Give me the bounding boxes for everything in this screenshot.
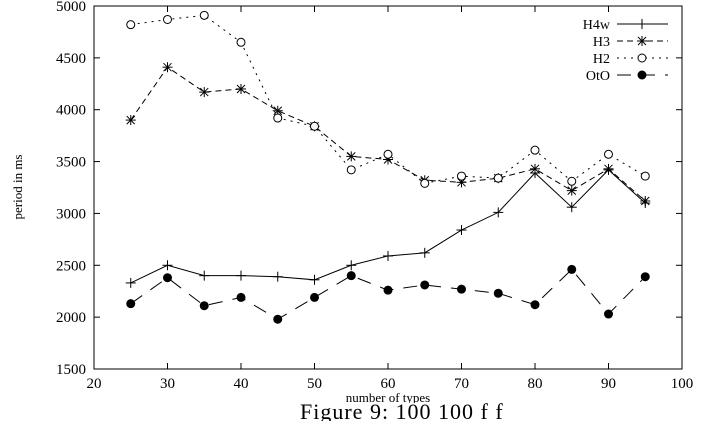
- legend-label: H2: [593, 52, 610, 67]
- y-tick-label: 2000: [56, 310, 86, 326]
- x-tick-label: 100: [671, 376, 694, 392]
- data-point: [199, 270, 210, 281]
- y-tick-label: 4500: [56, 51, 86, 67]
- axis-ticks: 20 30 40 50 60 70 80 90 100 1500 2000 2500 3000 3500 4…: [56, 0, 693, 392]
- y-tick-label: 1500: [56, 362, 86, 378]
- data-point: [126, 299, 136, 309]
- legend-label: OtO: [586, 69, 610, 84]
- data-point: [493, 288, 503, 298]
- data-point: [567, 264, 577, 274]
- data-point: [163, 14, 172, 24]
- data-point: [199, 301, 209, 311]
- data-point: [457, 284, 466, 294]
- data-point: [566, 202, 577, 213]
- x-tick-label: 30: [160, 376, 175, 392]
- data-point: [273, 314, 283, 324]
- x-tick-label: 20: [87, 376, 102, 392]
- data-point: [236, 292, 246, 302]
- data-point: [346, 165, 356, 175]
- data-point: [346, 151, 357, 162]
- x-tick-label: 80: [528, 376, 543, 392]
- data-point: [346, 271, 356, 281]
- data-point: [162, 260, 173, 271]
- legend-marker: [637, 53, 647, 63]
- legend-label: H3: [593, 35, 610, 50]
- data-point: [199, 87, 210, 98]
- y-tick-label: 3000: [56, 206, 86, 222]
- data-point: [566, 185, 577, 196]
- legend-label: H4w: [583, 18, 611, 33]
- x-axis-label: number of types: [346, 390, 430, 403]
- y-tick-label: 2500: [56, 258, 86, 274]
- data-point: [456, 225, 467, 236]
- data-point: [310, 292, 319, 302]
- data-point: [457, 171, 466, 181]
- data-point: [236, 270, 246, 281]
- x-tick-label: 70: [454, 376, 469, 392]
- data-point: [272, 271, 283, 282]
- data-point: [419, 247, 430, 258]
- data-point: [530, 300, 540, 310]
- series-oto: [126, 264, 650, 324]
- data-point: [163, 273, 172, 283]
- x-tick-label: 50: [307, 376, 322, 392]
- y-tick-label: 4000: [56, 103, 86, 119]
- y-tick-label: 5000: [56, 0, 86, 15]
- data-point: [420, 280, 430, 290]
- data-point: [310, 121, 319, 131]
- data-point: [162, 62, 173, 73]
- data-point: [604, 149, 613, 159]
- data-point: [420, 178, 430, 188]
- line-chart: 20 30 40 50 60 70 80 90 100 1500 2000 2500 3000 3500 4…: [10, 0, 693, 403]
- data-point: [493, 207, 504, 218]
- data-point: [126, 20, 136, 30]
- figure-caption: Figure 9: 100 100 f f: [300, 403, 504, 421]
- data-point: [640, 171, 650, 181]
- data-point: [530, 145, 540, 155]
- y-tick-label: 3500: [56, 155, 86, 171]
- series-layer: [125, 10, 651, 324]
- x-tick-label: 40: [234, 376, 249, 392]
- data-point: [125, 115, 136, 126]
- data-point: [199, 10, 209, 20]
- legend-marker: [637, 36, 647, 46]
- data-point: [567, 176, 577, 186]
- data-point: [493, 173, 503, 183]
- series-h2: [126, 10, 650, 188]
- legend-marker: [637, 70, 647, 80]
- data-point: [640, 195, 651, 206]
- data-point: [530, 163, 540, 174]
- data-point: [383, 149, 393, 159]
- data-point: [640, 272, 650, 282]
- x-tick-label: 90: [601, 376, 616, 392]
- x-tick-label: 60: [381, 376, 396, 392]
- data-point: [603, 163, 614, 174]
- series-h4w: [125, 164, 651, 288]
- data-point: [604, 309, 613, 319]
- y-axis-label: period in ms: [10, 155, 25, 220]
- data-point: [236, 83, 246, 94]
- data-point: [383, 285, 393, 295]
- data-point: [309, 274, 320, 285]
- data-point: [383, 250, 393, 261]
- legend-marker: [637, 19, 647, 29]
- data-point: [273, 113, 283, 123]
- data-point: [346, 260, 357, 271]
- data-point: [236, 37, 246, 47]
- data-point: [125, 277, 136, 288]
- legend: H4w H3 H2 OtO: [583, 18, 668, 84]
